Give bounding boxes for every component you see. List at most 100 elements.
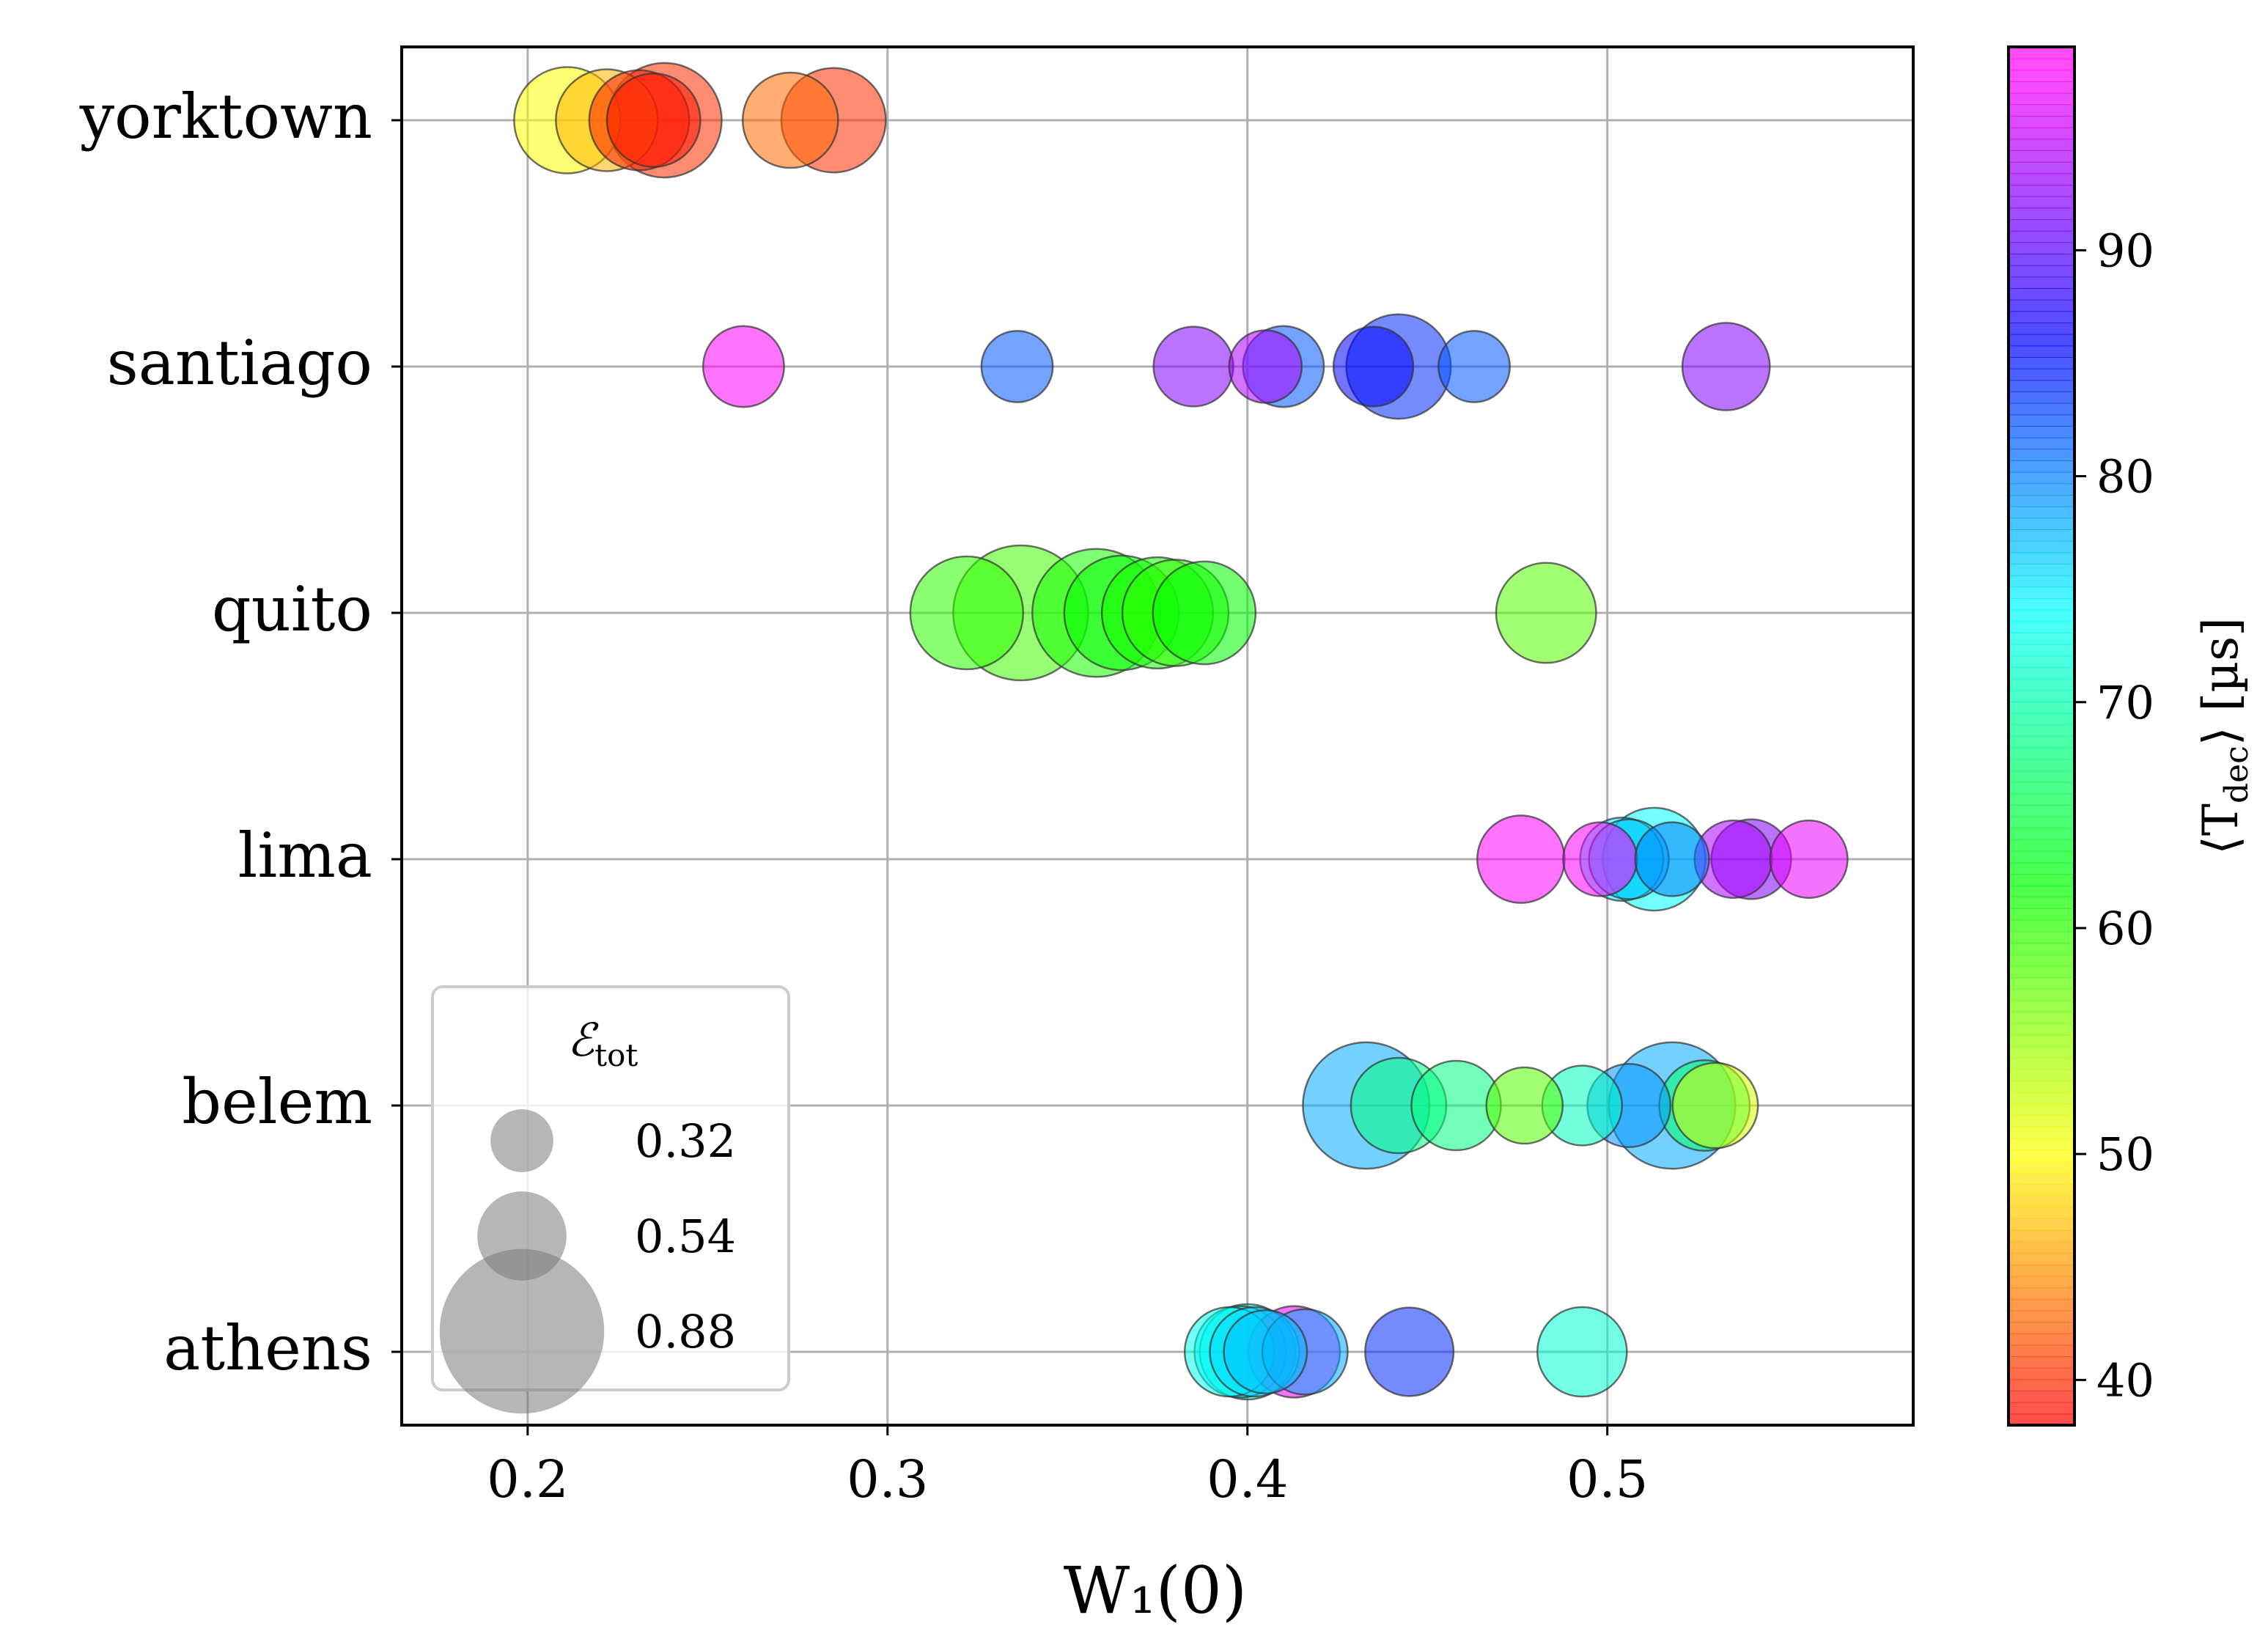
colorbar-segment	[2009, 1276, 2074, 1288]
colorbar-segment	[2009, 254, 2074, 266]
colorbar-segment	[2009, 1310, 2074, 1323]
y-tick-label-belem: belem	[182, 1066, 372, 1138]
colorbar-segment	[2009, 724, 2074, 737]
size-legend: ℰtot 0.32 0.54 0.88	[431, 985, 790, 1414]
colorbar-segment	[2009, 1253, 2074, 1265]
colorbar-segment	[2009, 1149, 2074, 1162]
colorbar-tick-label: 80	[2096, 450, 2154, 504]
colorbar-frame	[2007, 45, 2076, 1427]
colorbar-segment	[2009, 598, 2074, 611]
colorbar-segment	[2009, 1229, 2074, 1243]
colorbar-segment	[2009, 334, 2074, 347]
colorbar-segment	[2009, 529, 2074, 542]
colorbar-segment	[2009, 586, 2074, 599]
colorbar-segment	[2009, 483, 2074, 496]
plot-area: ℰtot 0.32 0.54 0.88	[400, 45, 1915, 1427]
colorbar-segment	[2009, 908, 2074, 921]
bubble-santiago	[1228, 329, 1303, 404]
colorbar-segment	[2009, 1184, 2074, 1196]
colorbar-segment	[2009, 575, 2074, 588]
colorbar-segment	[2009, 276, 2074, 289]
x-axis-title: W₁(0)	[1064, 1553, 1247, 1628]
size-legend-label: 0.32	[635, 1114, 736, 1168]
plot-frame	[400, 45, 1915, 1427]
colorbar-segment	[2009, 943, 2074, 955]
colorbar-segment	[2009, 1344, 2074, 1357]
colorbar-segment	[2009, 1356, 2074, 1369]
bubble-athens	[1223, 1309, 1308, 1394]
colorbar-segment	[2009, 116, 2074, 128]
colorbar-segment	[2009, 759, 2074, 771]
colorbar-segment	[2009, 219, 2074, 232]
colorbar-segment	[2009, 518, 2074, 530]
bubble-yorktown	[741, 71, 839, 169]
colorbar-segment	[2009, 299, 2074, 312]
colorbar-segment	[2009, 1207, 2074, 1219]
colorbar-segment	[2009, 793, 2074, 806]
colorbar-segment	[2009, 437, 2074, 450]
colorbar-segment	[2009, 1069, 2074, 1081]
colorbar-segment	[2009, 58, 2074, 71]
bubble-athens	[1364, 1306, 1455, 1397]
y-tick-label-quito: quito	[212, 573, 372, 645]
bubble-lima	[1634, 821, 1710, 897]
colorbar-segment	[2009, 1081, 2074, 1093]
colorbar-segment	[2009, 391, 2074, 404]
colorbar-segment	[2009, 897, 2074, 909]
colorbar-segment	[2009, 1413, 2074, 1426]
colorbar-segment	[2009, 954, 2074, 967]
colorbar-tick-label: 90	[2096, 224, 2154, 277]
colorbar-segment	[2009, 988, 2074, 1001]
colorbar-segment	[2009, 139, 2074, 151]
bubble-yorktown	[605, 73, 702, 168]
y-tick-label-yorktown: yorktown	[79, 81, 372, 152]
colorbar-segment	[2009, 839, 2074, 852]
colorbar-tick-label: 40	[2096, 1353, 2154, 1407]
colorbar-segment	[2009, 828, 2074, 840]
colorbar-segment	[2009, 850, 2074, 864]
y-axis: yorktown santiago quito lima belem athens	[79, 81, 402, 1384]
bubble-santiago	[1437, 330, 1511, 403]
bubble-belem	[1485, 1066, 1564, 1145]
colorbar-segment	[2009, 402, 2074, 416]
colorbar-segment	[2009, 1172, 2074, 1185]
colorbar-segment	[2009, 644, 2074, 657]
colorbar-segment	[2009, 862, 2074, 875]
colorbar-segment	[2009, 781, 2074, 795]
colorbar-tick-label: 60	[2096, 902, 2154, 955]
colorbar-segment	[2009, 816, 2074, 829]
colorbar-segment	[2009, 747, 2074, 760]
colorbar-segment	[2009, 770, 2074, 783]
bubble-lima	[1769, 819, 1849, 900]
colorbar-segment	[2009, 621, 2074, 633]
colorbar-segment	[2009, 1379, 2074, 1391]
colorbar-segment	[2009, 196, 2074, 209]
colorbar-segment	[2009, 655, 2074, 668]
colorbar-segment	[2009, 495, 2074, 507]
colorbar-segment	[2009, 70, 2074, 82]
colorbar-segment	[2009, 678, 2074, 691]
bubble-quito	[1152, 560, 1257, 666]
colorbar-segment	[2009, 173, 2074, 185]
colorbar-segment	[2009, 47, 2074, 59]
colorbar-segment	[2009, 414, 2074, 427]
colorbar-segment	[2009, 1367, 2074, 1380]
colorbar-segment	[2009, 713, 2074, 726]
colorbar-segment	[2009, 1012, 2074, 1024]
colorbar-segment	[2009, 1287, 2074, 1300]
colorbar-segment	[2009, 288, 2074, 301]
colorbar-segment	[2009, 368, 2074, 381]
colorbar-segment	[2009, 540, 2074, 553]
colorbar-segment	[2009, 1057, 2074, 1070]
bubble-quito	[1495, 562, 1597, 664]
colorbar-segment	[2009, 702, 2074, 714]
colorbar-segment	[2009, 1322, 2074, 1334]
bubble-santiago	[1152, 325, 1234, 408]
colorbar-segment	[2009, 311, 2074, 323]
colorbar-tick-label: 70	[2096, 676, 2154, 729]
colorbar-ticks: 40 50 60 70 80 90	[2074, 224, 2154, 1407]
colorbar-segment	[2009, 885, 2074, 898]
colorbar-segment	[2009, 736, 2074, 748]
colorbar-segment	[2009, 1115, 2074, 1128]
colorbar-segment	[2009, 426, 2074, 438]
